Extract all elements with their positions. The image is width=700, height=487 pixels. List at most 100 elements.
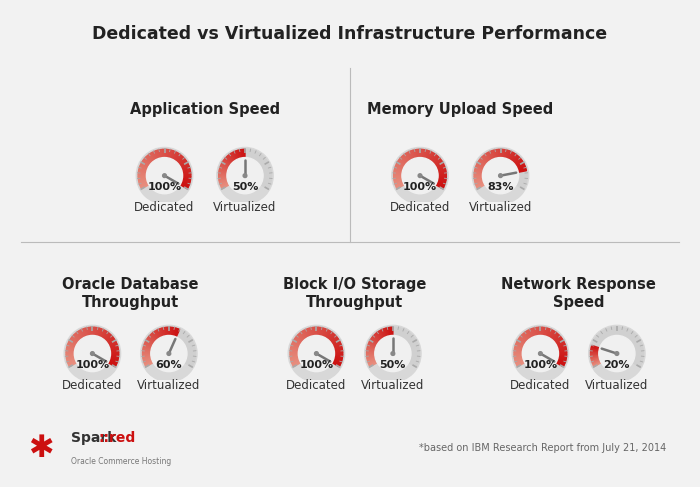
Wedge shape (110, 358, 118, 362)
Wedge shape (497, 150, 499, 157)
Wedge shape (379, 330, 384, 338)
Wedge shape (290, 357, 299, 360)
Wedge shape (332, 339, 340, 344)
Wedge shape (369, 361, 377, 367)
Circle shape (512, 325, 568, 382)
Wedge shape (313, 327, 315, 336)
Wedge shape (174, 328, 178, 337)
Wedge shape (295, 337, 302, 343)
Wedge shape (141, 161, 149, 167)
Wedge shape (292, 342, 300, 347)
Text: Memory Upload Speed: Memory Upload Speed (367, 102, 554, 117)
Wedge shape (490, 151, 494, 159)
Wedge shape (219, 168, 228, 171)
Wedge shape (290, 354, 298, 356)
Wedge shape (507, 151, 511, 159)
Wedge shape (162, 150, 164, 157)
Wedge shape (514, 356, 522, 358)
Wedge shape (220, 183, 228, 187)
Wedge shape (476, 183, 484, 187)
Wedge shape (108, 339, 116, 344)
Wedge shape (367, 356, 374, 358)
Wedge shape (85, 328, 89, 336)
Wedge shape (69, 339, 77, 344)
Circle shape (90, 352, 94, 356)
Wedge shape (475, 168, 483, 171)
Wedge shape (474, 175, 482, 177)
Circle shape (146, 158, 183, 194)
Circle shape (522, 336, 559, 372)
Wedge shape (99, 329, 103, 337)
Wedge shape (311, 327, 314, 336)
Wedge shape (82, 329, 86, 337)
Wedge shape (67, 359, 76, 363)
Wedge shape (66, 354, 74, 356)
Wedge shape (290, 358, 299, 362)
Wedge shape (530, 329, 534, 337)
Wedge shape (69, 340, 76, 345)
Wedge shape (514, 327, 567, 367)
Wedge shape (514, 358, 523, 362)
Wedge shape (221, 163, 229, 168)
Wedge shape (480, 158, 487, 164)
Wedge shape (314, 327, 316, 335)
Wedge shape (321, 328, 326, 337)
Wedge shape (477, 184, 484, 189)
Wedge shape (320, 328, 323, 336)
Wedge shape (438, 171, 446, 174)
Wedge shape (138, 175, 146, 177)
Wedge shape (373, 335, 380, 341)
Wedge shape (304, 330, 309, 337)
Circle shape (217, 148, 273, 204)
Wedge shape (174, 153, 180, 161)
Wedge shape (77, 331, 83, 338)
Wedge shape (593, 361, 601, 367)
Wedge shape (514, 158, 522, 164)
Wedge shape (475, 181, 484, 186)
Wedge shape (144, 358, 151, 362)
Wedge shape (433, 158, 441, 164)
Wedge shape (297, 335, 304, 341)
Wedge shape (108, 361, 116, 367)
Wedge shape (100, 330, 105, 337)
Wedge shape (438, 173, 447, 175)
Wedge shape (110, 357, 118, 360)
Wedge shape (515, 344, 524, 348)
Wedge shape (519, 336, 527, 342)
Wedge shape (389, 327, 391, 336)
Text: Application Speed: Application Speed (130, 102, 280, 117)
Wedge shape (182, 169, 190, 172)
Wedge shape (391, 327, 393, 335)
Wedge shape (394, 178, 402, 180)
Wedge shape (554, 336, 561, 342)
Wedge shape (333, 344, 342, 348)
Wedge shape (504, 150, 508, 158)
Wedge shape (509, 152, 514, 160)
Wedge shape (220, 181, 228, 186)
Wedge shape (398, 159, 405, 166)
Wedge shape (150, 334, 157, 340)
Wedge shape (428, 152, 434, 160)
Text: 100%: 100% (76, 360, 109, 370)
Wedge shape (413, 150, 416, 158)
Wedge shape (145, 340, 153, 345)
Wedge shape (71, 336, 79, 342)
Wedge shape (369, 340, 377, 345)
Wedge shape (437, 181, 445, 186)
Wedge shape (94, 327, 96, 336)
Wedge shape (399, 158, 407, 164)
Wedge shape (232, 151, 237, 159)
Wedge shape (481, 157, 488, 163)
Wedge shape (438, 176, 447, 178)
Wedge shape (394, 168, 402, 171)
Wedge shape (517, 163, 524, 168)
Wedge shape (181, 164, 189, 169)
Wedge shape (414, 150, 417, 158)
Wedge shape (221, 184, 229, 189)
Wedge shape (149, 153, 155, 161)
Wedge shape (558, 347, 566, 350)
Wedge shape (102, 331, 108, 338)
Wedge shape (437, 164, 444, 169)
Wedge shape (142, 327, 195, 367)
Wedge shape (397, 161, 405, 167)
